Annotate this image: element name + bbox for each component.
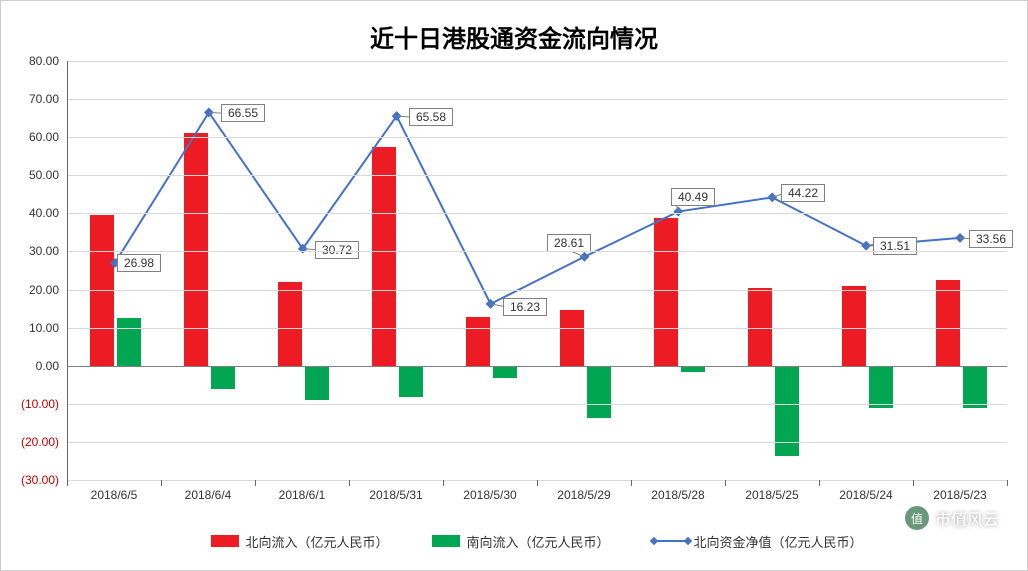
net-data-label: 16.23 (503, 298, 547, 316)
x-tick-label: 2018/5/28 (651, 488, 704, 502)
x-tick-label: 2018/6/1 (279, 488, 326, 502)
grid-line (68, 137, 1007, 138)
chart-container: 近十日港股通资金流向情况 80.00 70.00 60.00 50.00 40.00 30… (0, 0, 1028, 571)
grid-line (68, 366, 1007, 367)
legend-item-north: 北向流入（亿元人民币） (211, 532, 388, 551)
y-tick-label: 70.00 (29, 92, 59, 106)
x-tick-label: 2018/6/4 (185, 488, 232, 502)
grid-line (68, 251, 1007, 252)
grid-line (68, 213, 1007, 214)
net-data-label: 30.72 (315, 241, 359, 259)
legend-label-north: 北向流入（亿元人民币） (245, 532, 388, 551)
plot-area: 26.98 66.55 30.72 65.58 16.23 28.61 40.49 44.22… (67, 61, 1007, 480)
net-data-label: 28.61 (547, 234, 591, 252)
y-tick-label: (20.00) (21, 435, 59, 449)
legend: 北向流入（亿元人民币） 南向流入（亿元人民币） 北向资金净值（亿元人民币） (67, 528, 1007, 554)
net-data-label: 40.49 (671, 188, 715, 206)
x-tick-label: 2018/5/25 (745, 488, 798, 502)
x-tick-label: 2018/5/29 (557, 488, 610, 502)
y-axis: 80.0070.0060.0050.0040.0030.0020.0010.00… (1, 61, 63, 480)
x-tick-label: 2018/5/30 (463, 488, 516, 502)
net-data-label: 66.55 (221, 104, 265, 122)
x-tick-label: 2018/5/24 (839, 488, 892, 502)
grid-line (68, 61, 1007, 62)
legend-swatch-south (432, 535, 460, 547)
grid-line (68, 404, 1007, 405)
y-tick-label: 80.00 (29, 54, 59, 68)
net-data-label: 26.98 (117, 254, 161, 272)
net-data-label: 65.58 (409, 108, 453, 126)
y-tick-label: 10.00 (29, 321, 59, 335)
legend-label-south: 南向流入（亿元人民币） (466, 532, 609, 551)
y-tick-label: 20.00 (29, 283, 59, 297)
legend-label-net: 北向资金净值（亿元人民币） (694, 532, 863, 551)
y-tick-label: 50.00 (29, 168, 59, 182)
grid-line (68, 290, 1007, 291)
grid-line (68, 99, 1007, 100)
y-tick-label: 60.00 (29, 130, 59, 144)
x-tick-label: 2018/5/31 (369, 488, 422, 502)
y-tick-label: 0.00 (36, 359, 59, 373)
chart-title: 近十日港股通资金流向情况 (11, 11, 1017, 66)
legend-item-net: 北向资金净值（亿元人民币） (654, 532, 863, 551)
y-tick-label: 40.00 (29, 206, 59, 220)
grid-line (68, 328, 1007, 329)
legend-item-south: 南向流入（亿元人民币） (432, 532, 609, 551)
net-data-label: 33.56 (969, 230, 1013, 248)
net-data-label: 44.22 (781, 184, 825, 202)
x-axis: 2018/6/5 2018/6/4 2018/6/1 2018/5/31 2018/5/… (67, 486, 1007, 510)
data-labels-layer: 26.98 66.55 30.72 65.58 16.23 28.61 40.49 44.22… (68, 61, 1007, 480)
x-tick-label: 2018/6/5 (91, 488, 138, 502)
x-tick-label: 2018/5/23 (933, 488, 986, 502)
grid-line (68, 442, 1007, 443)
y-tick-label: (30.00) (21, 473, 59, 487)
grid-line (68, 175, 1007, 176)
legend-swatch-net (654, 540, 688, 542)
legend-swatch-north (211, 535, 239, 547)
y-tick-label: 30.00 (29, 244, 59, 258)
y-tick-label: (10.00) (21, 397, 59, 411)
